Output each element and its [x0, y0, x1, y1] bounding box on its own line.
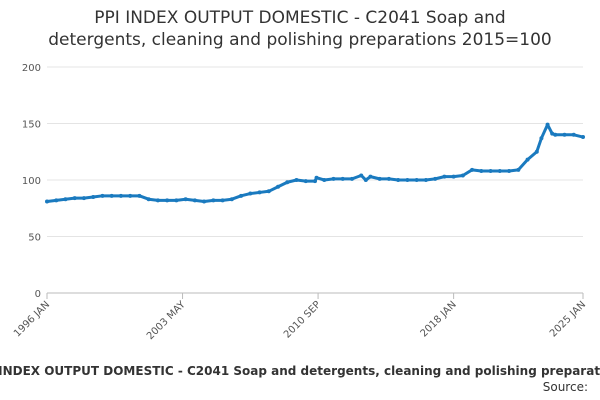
data-point: [294, 178, 299, 182]
data-point: [54, 198, 59, 203]
data-point: [331, 176, 336, 181]
data-point: [192, 198, 197, 203]
data-point: [91, 194, 96, 199]
data-point: [405, 178, 410, 182]
chart-title-line2: detergents, cleaning and polishing prepa…: [48, 30, 551, 50]
data-point: [550, 131, 555, 136]
data-point: [525, 157, 530, 162]
data-point: [45, 199, 49, 204]
data-point: [363, 178, 368, 182]
chart-title-line1: PPI INDEX OUTPUT DOMESTIC - C2041 Soap a…: [94, 8, 505, 28]
data-point: [63, 197, 68, 202]
x-tick-label: 2018 JAN: [419, 299, 459, 339]
data-point: [229, 197, 234, 202]
data-point: [137, 193, 142, 198]
data-point: [266, 189, 271, 194]
data-point: [386, 176, 391, 181]
data-point: [72, 196, 77, 201]
x-tick-label: 2003 MAY: [145, 299, 188, 342]
data-point: [507, 168, 512, 173]
data-point: [81, 196, 86, 201]
data-point: [257, 190, 262, 195]
data-point: [423, 178, 428, 182]
y-tick-label: 150: [22, 120, 41, 131]
data-point: [174, 198, 179, 203]
y-tick-label: 100: [22, 176, 41, 187]
data-point: [155, 198, 160, 203]
data-point: [100, 193, 105, 198]
data-point: [581, 135, 585, 140]
source: Source:: [543, 380, 588, 394]
data-point: [562, 132, 567, 137]
y-tick-label: 200: [22, 63, 41, 74]
data-point: [571, 132, 576, 137]
y-tick-label: 50: [28, 233, 41, 244]
data-point: [183, 197, 188, 202]
data-point: [488, 168, 493, 173]
data-point: [442, 174, 447, 179]
x-tick-label: 1996 JAN: [12, 299, 52, 339]
data-point: [497, 168, 502, 173]
data-point: [516, 167, 521, 172]
legend-label: PPI INDEX OUTPUT DOMESTIC - C2041 Soap a…: [0, 364, 600, 378]
data-point: [534, 149, 539, 154]
data-point: [128, 193, 133, 198]
data-point: [248, 191, 253, 196]
data-point: [165, 198, 170, 203]
y-tick-label: 0: [35, 289, 41, 300]
data-point: [349, 176, 354, 181]
x-tick-label: 2010 SEP: [282, 299, 323, 340]
data-point: [539, 136, 544, 141]
x-tick-label: 2025 JAN: [548, 299, 588, 339]
data-point: [460, 173, 465, 178]
data-point: [313, 179, 317, 184]
data-point: [479, 168, 484, 173]
data-point: [202, 199, 207, 204]
data-point: [414, 178, 419, 182]
data-point: [470, 167, 475, 172]
data-point: [451, 174, 456, 179]
data-point: [303, 179, 308, 184]
data-point: [396, 178, 401, 182]
data-point: [359, 173, 364, 178]
data-point: [368, 174, 373, 179]
data-line: [46, 123, 584, 203]
data-point: [377, 176, 382, 181]
data-point: [239, 193, 244, 198]
data-point: [109, 193, 114, 198]
data-point: [118, 193, 123, 198]
data-point: [340, 176, 345, 181]
data-point: [314, 175, 319, 180]
data-point: [211, 198, 216, 203]
data-point: [553, 132, 558, 137]
data-point: [322, 178, 327, 182]
data-point: [146, 197, 151, 202]
data-point: [433, 176, 438, 181]
data-point: [220, 198, 225, 203]
data-point: [276, 184, 281, 189]
data-point: [545, 122, 550, 127]
data-point: [285, 180, 290, 185]
